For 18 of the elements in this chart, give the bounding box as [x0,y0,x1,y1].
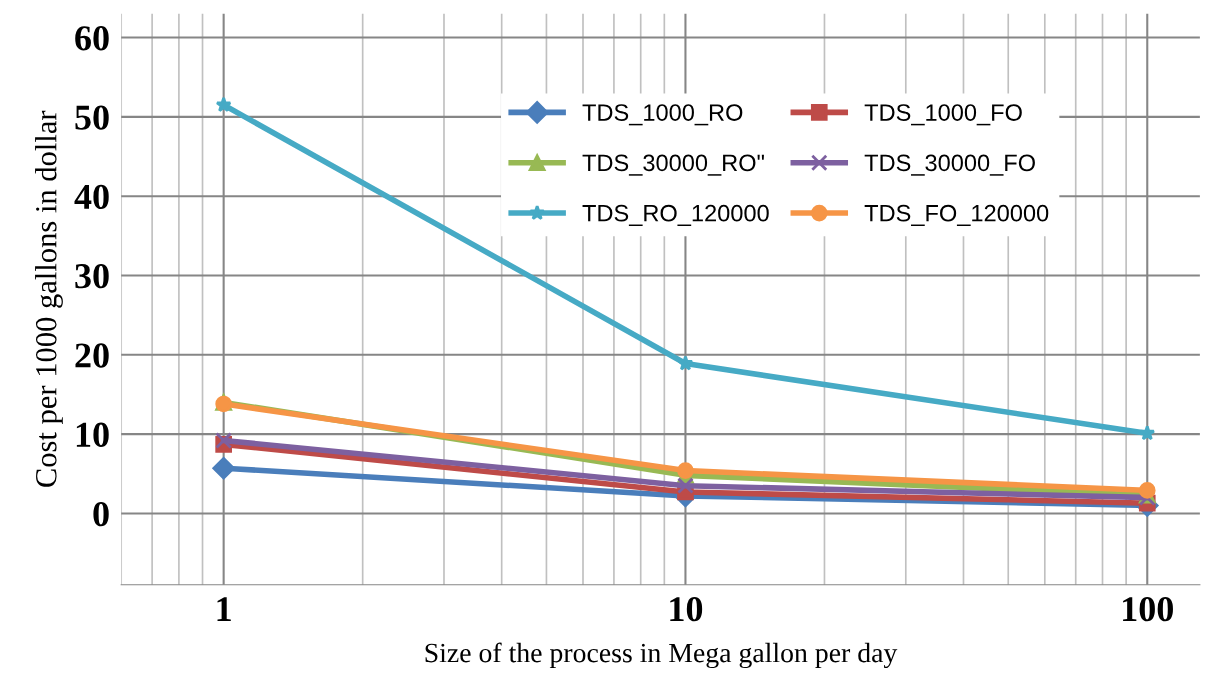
y-tick-label: 30 [75,264,109,289]
legend-label: TDS_30000_FO [864,154,1035,176]
x-axis-title: Size of the process in Mega gallon per day [425,642,898,669]
legend-label: TDS_30000_RO" [582,154,764,176]
y-tick-label: 60 [75,26,109,51]
y-axis-title: Cost per 1000 gallons in dollar [35,110,63,487]
legend-label: TDS_RO_120000 [582,204,769,227]
x-tick-label: 100 [1123,596,1173,622]
y-tick-label: 0 [93,501,109,527]
y-tick-label: 20 [75,343,109,368]
legend-label: TDS_1000_FO [864,104,1022,126]
x-tick-label: 10 [670,596,703,622]
legend-label: TDS_FO_120000 [864,204,1049,227]
y-tick-label: 50 [75,105,109,130]
legend-label: TDS_1000_RO [582,104,743,126]
y-tick-label: 40 [74,184,109,210]
x-tick-label: 1 [217,597,231,621]
y-tick-label: 10 [76,422,109,447]
